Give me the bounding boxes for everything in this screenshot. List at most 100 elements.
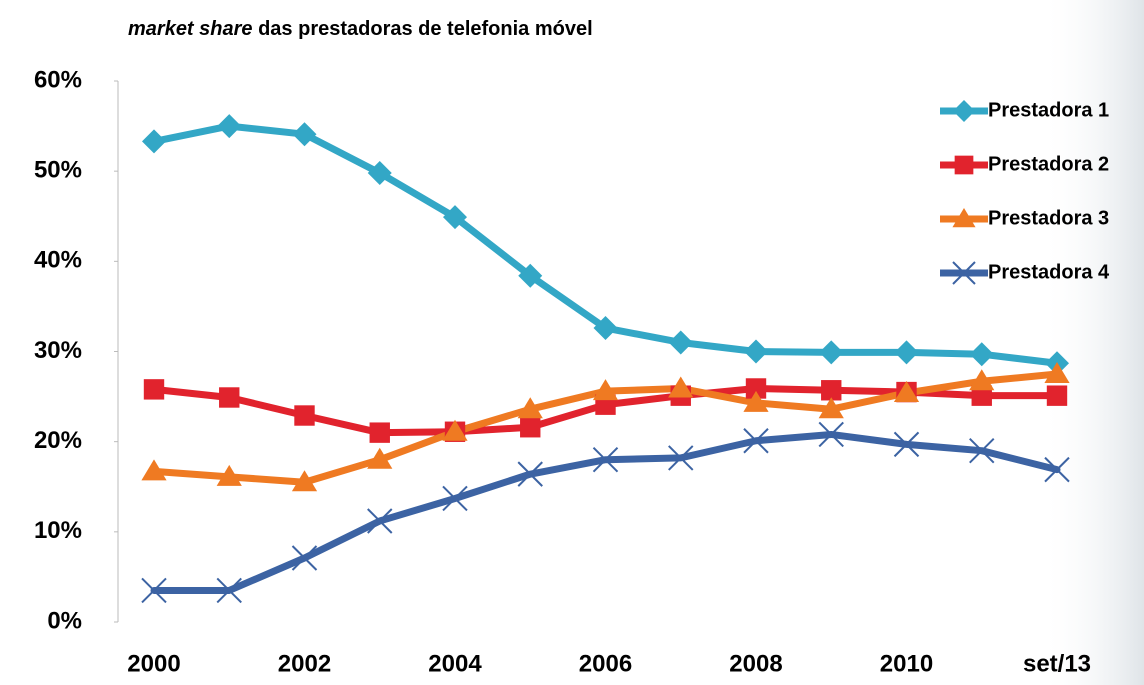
marker-shape: [142, 129, 166, 154]
marker: [517, 461, 543, 487]
marker-shape: [367, 160, 392, 185]
marker-shape: [216, 464, 242, 486]
marker: [1044, 456, 1070, 483]
marker-shape: [893, 380, 920, 402]
marker-shape: [952, 261, 976, 285]
marker-shape: [141, 577, 167, 604]
y-tick-label: 30%: [34, 337, 82, 364]
marker-shape: [1044, 362, 1070, 384]
marker: [291, 545, 318, 571]
marker: [443, 205, 467, 230]
marker-shape: [743, 390, 769, 412]
marker: [291, 470, 318, 492]
title-emphasis: market share: [128, 18, 253, 40]
y-tick-label: 0%: [47, 607, 82, 634]
marker-shape: [821, 380, 842, 401]
marker: [593, 316, 618, 341]
marker-shape: [969, 342, 994, 367]
marker-shape: [818, 397, 844, 419]
marker: [1044, 362, 1070, 384]
marker-shape: [217, 114, 242, 139]
marker-shape: [592, 379, 619, 401]
marker: [893, 431, 920, 458]
x-tick-label: 2002: [278, 650, 331, 677]
marker-shape: [893, 431, 920, 458]
marker: [517, 397, 543, 419]
marker: [668, 376, 694, 398]
marker-shape: [442, 485, 468, 512]
marker: [217, 114, 242, 139]
marker: [520, 417, 541, 438]
marker: [668, 445, 694, 471]
marker-shape: [369, 422, 390, 443]
marker-shape: [668, 330, 693, 355]
marker-shape: [517, 397, 543, 419]
marker: [969, 437, 995, 464]
marker: [442, 419, 468, 441]
x-tick-label: 2010: [880, 650, 933, 677]
marker: [744, 339, 768, 364]
x-tick-label: 2000: [127, 650, 180, 677]
x-tick-label: set/13: [1023, 650, 1091, 677]
marker: [369, 422, 390, 443]
legend-label: Prestadora 2: [988, 153, 1109, 175]
marker: [952, 208, 976, 228]
marker-shape: [668, 445, 694, 471]
legend-label: Prestadora 4: [988, 261, 1110, 283]
marker-shape: [894, 340, 919, 365]
marker: [367, 508, 393, 534]
marker-shape: [219, 387, 240, 408]
marker: [141, 459, 167, 481]
marker-shape: [292, 122, 317, 147]
marker: [216, 464, 242, 486]
marker: [971, 385, 992, 406]
marker-shape: [520, 417, 541, 438]
marker: [953, 100, 975, 122]
marker: [142, 129, 166, 154]
marker-shape: [969, 437, 995, 464]
marker-shape: [291, 545, 318, 571]
marker-shape: [291, 470, 318, 492]
marker: [969, 369, 995, 391]
marker-shape: [367, 508, 393, 534]
marker-shape: [442, 419, 468, 441]
marker-shape: [954, 155, 974, 175]
marker-shape: [745, 378, 767, 399]
marker: [745, 378, 767, 399]
marker: [952, 261, 976, 285]
marker-shape: [294, 405, 315, 426]
legend-label: Prestadora 1: [988, 99, 1109, 121]
chart-title: market share das prestadoras de telefoni…: [128, 18, 593, 40]
marker-shape: [952, 208, 976, 228]
marker-shape: [969, 369, 995, 391]
marker: [219, 387, 240, 408]
y-tick-label: 50%: [34, 157, 82, 184]
marker-shape: [1046, 385, 1068, 406]
marker: [367, 160, 392, 185]
marker: [893, 380, 920, 402]
marker: [141, 577, 167, 604]
marker-shape: [819, 340, 844, 365]
y-tick-label: 60%: [34, 66, 82, 93]
marker-shape: [818, 421, 844, 448]
marker: [818, 397, 844, 419]
marker-shape: [971, 385, 992, 406]
marker-shape: [668, 376, 694, 398]
marker-shape: [518, 263, 543, 288]
marker: [216, 577, 242, 604]
x-tick-label: 2006: [579, 650, 632, 677]
marker-shape: [744, 339, 768, 364]
marker: [818, 421, 844, 448]
marker: [1046, 385, 1068, 406]
marker: [592, 379, 619, 401]
marker: [954, 155, 974, 175]
marker: [292, 122, 317, 147]
marker: [743, 390, 769, 412]
marker-shape: [1044, 456, 1070, 483]
y-tick-label: 40%: [34, 247, 82, 274]
title-text: das prestadoras de telefonia móvel: [258, 18, 593, 40]
marker-shape: [216, 577, 242, 604]
marker: [821, 380, 842, 401]
marker: [743, 428, 769, 454]
